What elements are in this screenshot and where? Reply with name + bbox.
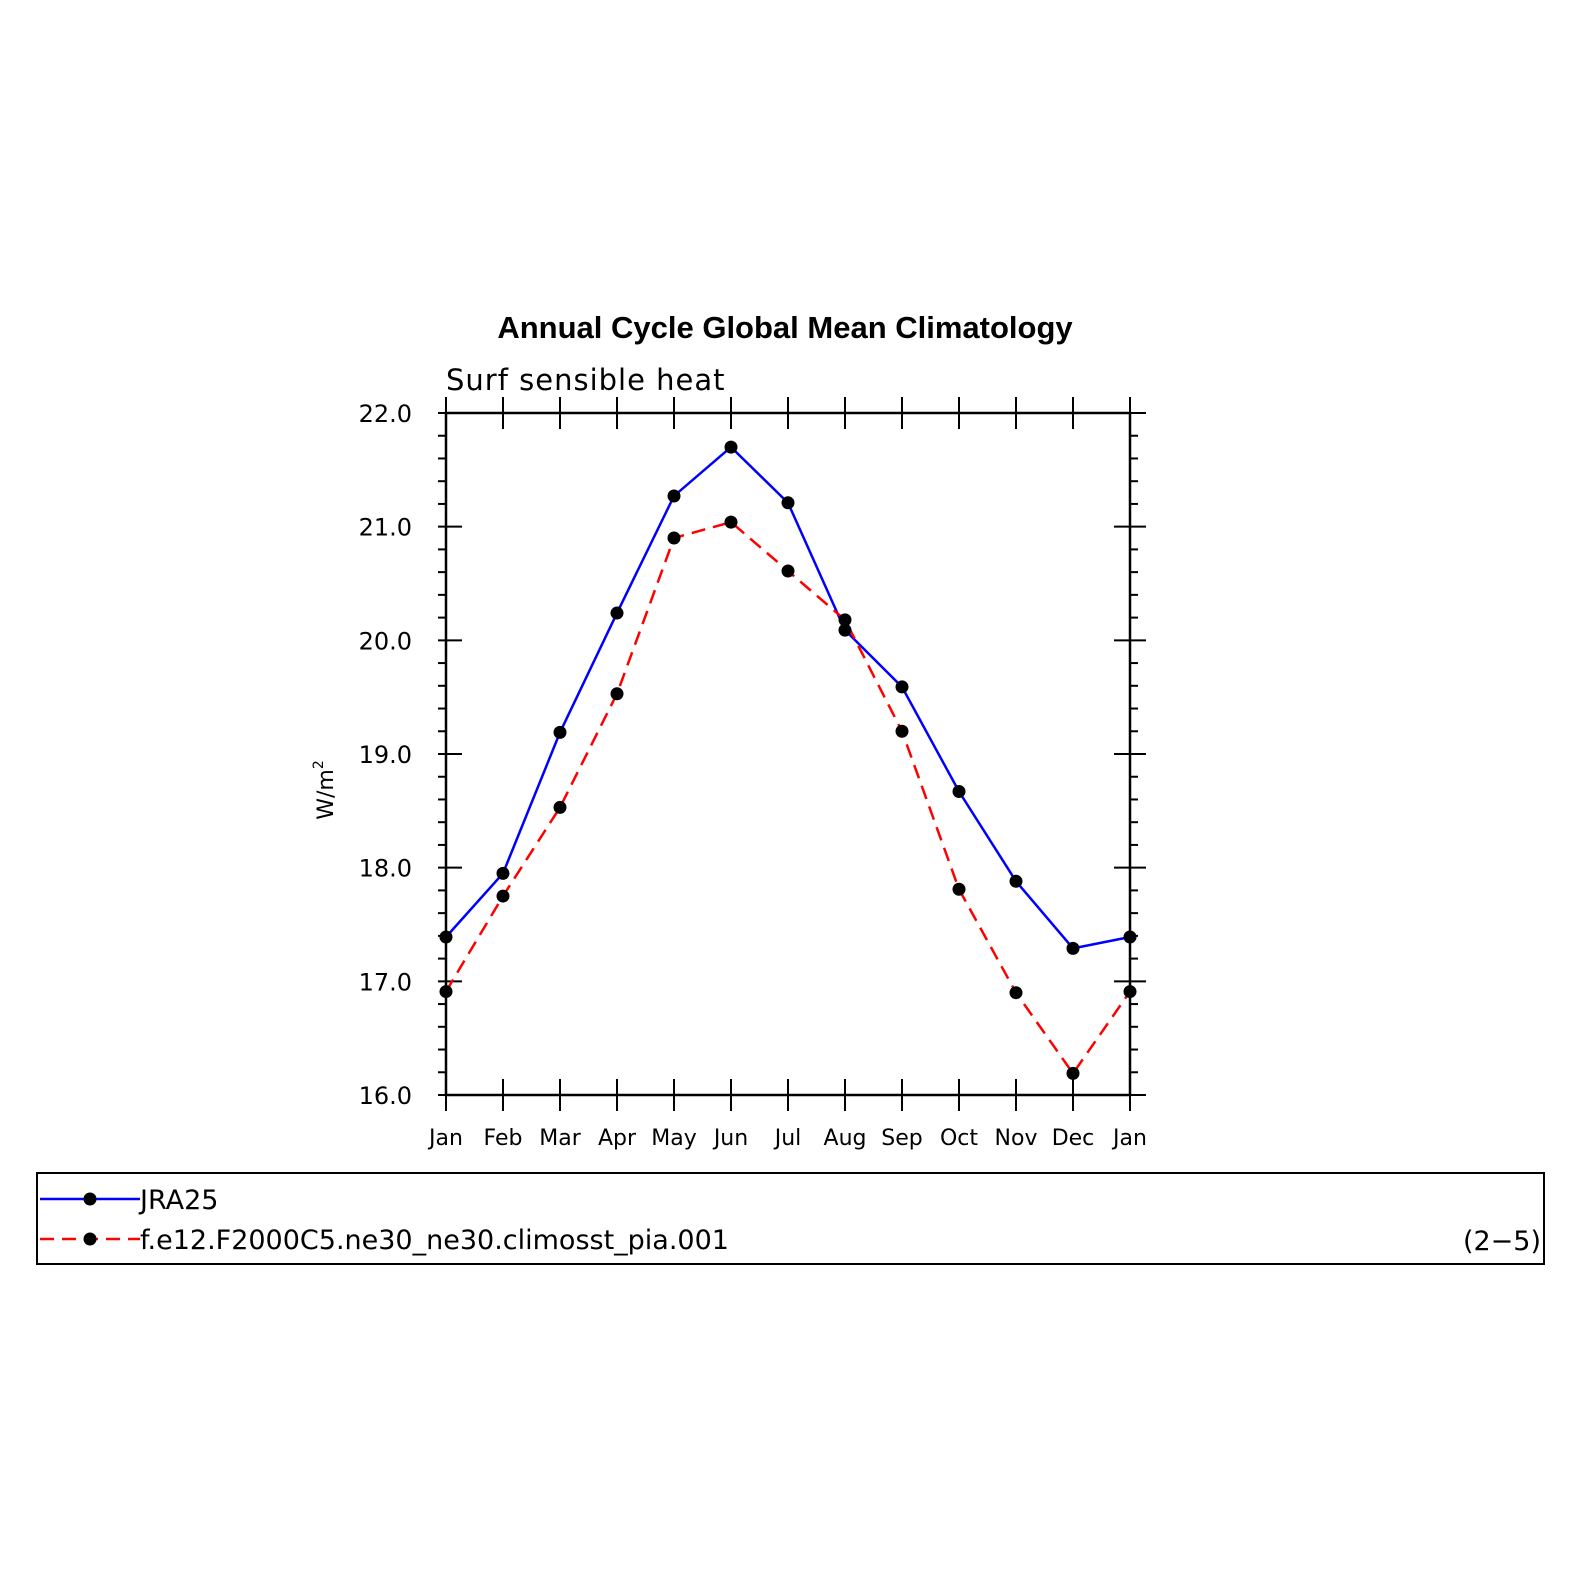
series-line-1 [445, 445, 1131, 950]
y-tick-label: 22.0 [359, 400, 412, 428]
series-points [439, 440, 1137, 1080]
series-2-point [610, 687, 624, 701]
y-tick-label: 20.0 [359, 627, 412, 655]
series-line-2 [444, 520, 1132, 1076]
series-2-point [496, 889, 510, 903]
y-axis-label-superscript: 2 [311, 760, 327, 769]
chart-subtitle: Surf sensible heat [446, 363, 726, 397]
series-1-point [781, 496, 795, 510]
series-2-point [1123, 985, 1137, 999]
x-tick-label: Aug [824, 1126, 867, 1151]
y-tick-label: 21.0 [359, 514, 412, 542]
x-tick-label: Jul [773, 1126, 802, 1151]
y-tick-labels: 16.0 17.0 18.0 19.0 20.0 21.0 22.0 [359, 400, 412, 1110]
y-tick-label: 18.0 [359, 855, 412, 883]
x-tick-label: Sep [881, 1126, 922, 1151]
chart-title: Annual Cycle Global Mean Climatology [497, 310, 1073, 345]
y-tick-label: 19.0 [359, 741, 412, 769]
series-2-point [952, 882, 966, 896]
y-tick-label: 17.0 [359, 968, 412, 996]
x-tick-labels: Jan Feb Mar Apr May Jun Jul Aug Sep Oct Nov Dec Jan [427, 1126, 1147, 1151]
series-2-point [781, 564, 795, 578]
x-tick-label: Jan [1111, 1126, 1147, 1151]
series-1-point [553, 725, 567, 739]
series-1-point [1123, 930, 1137, 944]
svg-text:W/m2: W/m2 [311, 760, 339, 820]
series-1-point [724, 440, 738, 454]
x-tick-label: Apr [598, 1126, 637, 1151]
x-tick-label: Dec [1052, 1126, 1095, 1151]
series-2-point [724, 515, 738, 529]
series-1-point [1009, 874, 1023, 888]
x-tick-label: Mar [539, 1126, 581, 1151]
series-1-point [952, 785, 966, 799]
legend-items: JRA25 f.e12.F2000C5.ne30_ne30.climosst_pi… [40, 1185, 729, 1256]
y-axis-label: W/m2 [311, 760, 339, 820]
x-tick-label: Oct [940, 1126, 978, 1151]
x-tick-label: Jan [427, 1126, 463, 1151]
series-1-point [439, 930, 453, 944]
x-tick-label: Jun [712, 1126, 748, 1151]
series-2-point [838, 613, 852, 627]
y-tick-label: 16.0 [359, 1082, 412, 1110]
panel-label: (2−5) [1463, 1226, 1541, 1257]
series-1-point [667, 489, 681, 503]
legend-label: f.e12.F2000C5.ne30_ne30.climosst_pia.001 [140, 1225, 729, 1256]
series-2-point [667, 531, 681, 545]
series-2-point [439, 985, 453, 999]
series-1-point [895, 680, 909, 694]
series-1-point [1066, 941, 1080, 955]
x-tick-label: May [651, 1126, 696, 1151]
axes-ticks [438, 397, 1146, 1111]
y-axis-label-text: W/m [314, 769, 339, 820]
legend-swatch-marker [83, 1232, 97, 1246]
series-2-point [895, 724, 909, 738]
series-1-point [610, 606, 624, 620]
series-2-point [1009, 986, 1023, 1000]
legend-swatch-marker [83, 1192, 97, 1206]
series-2-point [1066, 1066, 1080, 1080]
plot-frame [444, 411, 1132, 1097]
series-1-point [496, 866, 510, 880]
legend-box [36, 1172, 1545, 1265]
legend-label: JRA25 [138, 1185, 218, 1216]
series-1-point [838, 623, 852, 637]
x-tick-label: Nov [995, 1126, 1038, 1151]
x-tick-label: Feb [484, 1126, 523, 1151]
series-2-point [553, 800, 567, 814]
series-lines [444, 445, 1132, 1076]
legend: JRA25 f.e12.F2000C5.ne30_ne30.climosst_pi… [36, 1172, 1545, 1265]
